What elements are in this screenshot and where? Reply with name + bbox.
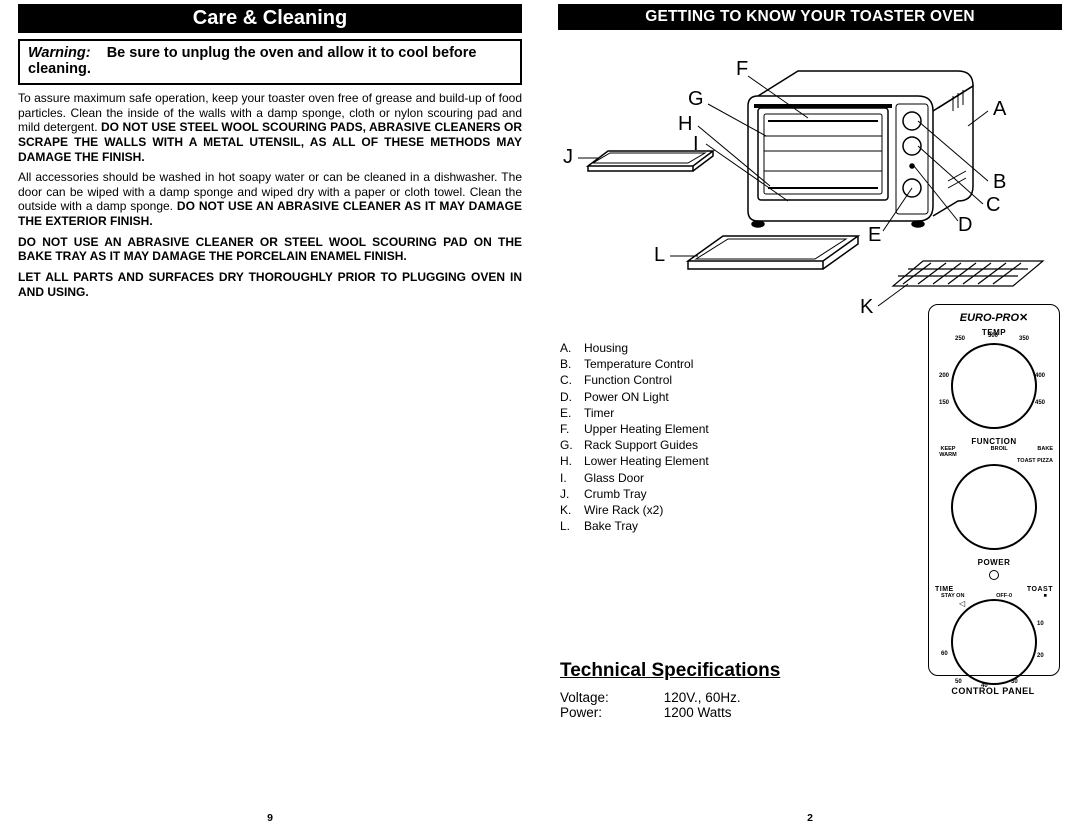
part-C: C.Function Control <box>560 372 709 388</box>
para-4: LET ALL PARTS AND SURFACES DRY THOROUGHL… <box>18 270 522 299</box>
part-K: K.Wire Rack (x2) <box>560 502 709 518</box>
function-knob <box>951 464 1037 550</box>
diagram-label-G: G <box>688 88 704 111</box>
control-panel: EURO-PRO✕ TEMP 150 200 250 300 350 400 4… <box>928 304 1060 676</box>
diagram-label-J: J <box>563 146 573 169</box>
power-led-icon <box>989 570 999 580</box>
para-4b: LET ALL PARTS AND SURFACES DRY THOROUGHL… <box>18 270 522 299</box>
spec-voltage: Voltage: 120V., 60Hz. <box>560 690 741 705</box>
diagram-label-I: I <box>693 133 699 156</box>
part-A: A.Housing <box>560 340 709 356</box>
warning-label: Warning: <box>28 45 91 61</box>
parts-list: A.Housing B.Temperature Control C.Functi… <box>560 340 709 534</box>
right-column: GETTING TO KNOW YOUR TOASTER OVEN <box>540 0 1080 834</box>
para-2: All accessories should be washed in hot … <box>18 170 522 229</box>
part-D: D.Power ON Light <box>560 389 709 405</box>
cp-function-row: KEEP WARM BROIL BAKE <box>929 446 1059 458</box>
control-panel-caption: CONTROL PANEL <box>938 686 1048 696</box>
getting-to-know-title: GETTING TO KNOW YOUR TOASTER OVEN <box>558 4 1062 30</box>
diagram-label-H: H <box>678 113 692 136</box>
temp-knob: 150 200 250 300 350 400 450 <box>951 343 1037 429</box>
part-F: F.Upper Heating Element <box>560 421 709 437</box>
para-3b: DO NOT USE AN ABRASIVE CLEANER OR STEEL … <box>18 235 522 264</box>
cp-power-label: POWER <box>929 558 1059 567</box>
diagram-label-L: L <box>654 244 665 267</box>
part-E: E.Timer <box>560 405 709 421</box>
part-G: G.Rack Support Guides <box>560 437 709 453</box>
spec-power: Power: 1200 Watts <box>560 705 741 720</box>
part-I: I.Glass Door <box>560 470 709 486</box>
diagram-label-D: D <box>958 214 972 237</box>
diagram-label-F: F <box>736 58 748 81</box>
part-H: H.Lower Heating Element <box>560 453 709 469</box>
diagram-label-A: A <box>993 98 1006 121</box>
warning-text: Be sure to unplug the oven and allow it … <box>28 45 476 77</box>
para-3: DO NOT USE AN ABRASIVE CLEANER OR STEEL … <box>18 235 522 264</box>
part-B: B.Temperature Control <box>560 356 709 372</box>
cp-function-label: FUNCTION <box>929 437 1059 446</box>
part-L: L.Bake Tray <box>560 518 709 534</box>
diagram-label-B: B <box>993 171 1006 194</box>
care-cleaning-title: Care & Cleaning <box>18 4 522 33</box>
tech-spec-heading: Technical Specifications <box>560 660 780 682</box>
warning-box: Warning: Be sure to unplug the oven and … <box>18 39 522 85</box>
page-number-left: 9 <box>0 812 540 824</box>
tech-specs: Voltage: 120V., 60Hz. Power: 1200 Watts <box>560 690 741 720</box>
oven-diagram-svg <box>558 36 1062 326</box>
cp-brand: EURO-PRO✕ <box>929 311 1059 324</box>
cp-time-row: TIME TOAST <box>929 586 1059 593</box>
timer-knob: 10 20 30 40 50 60 ◁ <box>951 599 1037 685</box>
page-number-right: 2 <box>540 812 1080 824</box>
diagram-label-C: C <box>986 194 1000 217</box>
para-1: To assure maximum safe operation, keep y… <box>18 91 522 164</box>
left-column: Care & Cleaning Warning: Be sure to unpl… <box>0 0 540 834</box>
oven-diagram: F G H I J A B C D E L K <box>558 36 1062 316</box>
part-J: J.Crumb Tray <box>560 486 709 502</box>
diagram-label-K: K <box>860 296 873 319</box>
diagram-label-E: E <box>868 224 881 247</box>
